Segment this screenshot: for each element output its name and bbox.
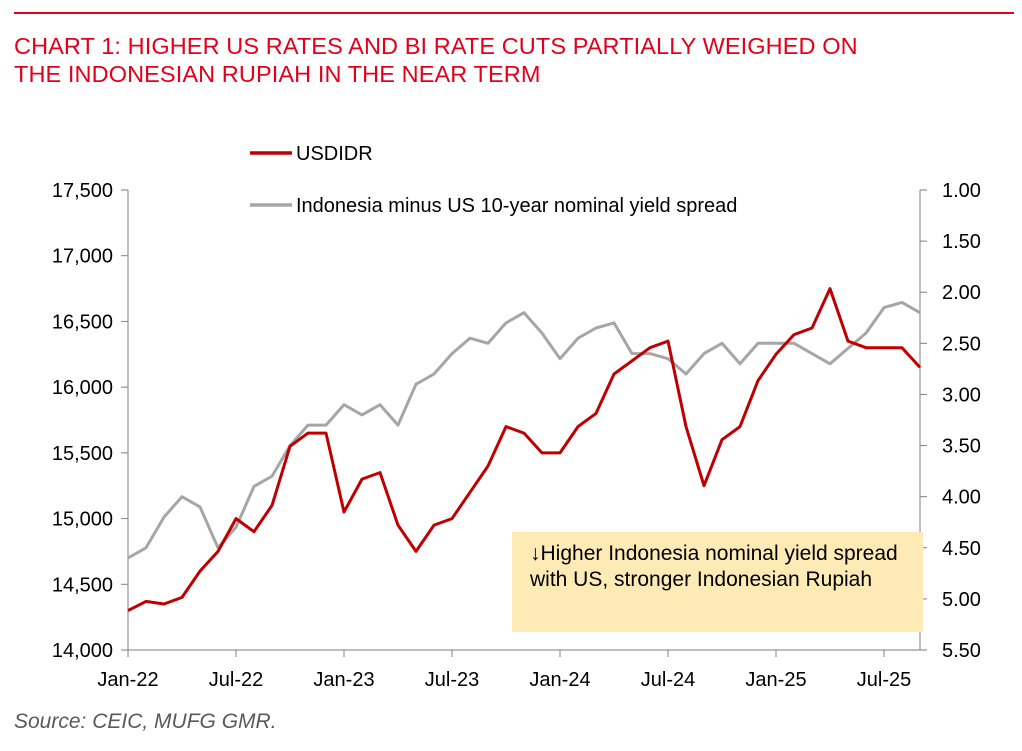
x-tick-label: Jan-22	[97, 669, 158, 691]
y-left-tick-label: 15,000	[52, 509, 113, 531]
source-note: Source: CEIC, MUFG GMR.	[14, 710, 277, 733]
axes: 14,000 14,500 15,000 15,500 16,000 16,500 17,0…	[52, 180, 981, 691]
chart-title-line-1: CHART 1: HIGHER US RATES AND BI RATE CUT…	[14, 33, 858, 59]
x-tick-label: Jul-23	[425, 669, 479, 691]
y-left-tick-label: 17,500	[52, 180, 113, 202]
y-left-tick-label: 14,000	[52, 640, 113, 662]
y-left-tick-label: 16,500	[52, 311, 113, 333]
y-right-tick-label: 3.50	[942, 436, 981, 458]
y-right-tick-label: 3.00	[942, 384, 981, 406]
y-right-tick-label: 4.00	[942, 487, 981, 509]
y-left-tick-label: 17,000	[52, 246, 113, 268]
annotation-box: ↓Higher Indonesia nominal yield spread w…	[512, 532, 923, 632]
top-rule	[14, 12, 1014, 14]
y-right-tick-label: 4.50	[942, 538, 981, 560]
y-left-tick-label: 14,500	[52, 574, 113, 596]
y-right-tick-label: 1.50	[942, 231, 981, 253]
legend-label-usdidr: USDIDR	[296, 143, 373, 165]
x-tick-label: Jan-23	[313, 669, 374, 691]
x-tick-label: Jul-25	[857, 669, 911, 691]
series-line-usdidr	[127, 287, 922, 612]
series-line-yield-spread	[127, 300, 921, 560]
chart-title: CHART 1: HIGHER US RATES AND BI RATE CUT…	[14, 32, 1004, 88]
y-left-tick-label: 16,000	[52, 377, 113, 399]
y-right-tick-label: 2.00	[942, 282, 981, 304]
legend: USDIDR Indonesia minus US 10-year nominal…	[250, 143, 737, 217]
y-right-tick-label: 2.50	[942, 333, 981, 355]
y-right-tick-label: 5.00	[942, 589, 981, 611]
legend-label-yield-spread: Indonesia minus US 10-year nominal yield…	[296, 195, 737, 217]
series-layer	[127, 287, 922, 612]
x-tick-label: Jul-24	[641, 669, 695, 691]
y-right-tick-label: 1.00	[942, 180, 981, 202]
y-left-tick-label: 15,500	[52, 443, 113, 465]
chart-title-line-2: THE INDONESIAN RUPIAH IN THE NEAR TERM	[14, 61, 541, 87]
x-tick-label: Jan-24	[529, 669, 590, 691]
x-tick-label: Jan-25	[745, 669, 806, 691]
x-tick-label: Jul-22	[209, 669, 263, 691]
y-right-tick-label: 5.50	[942, 640, 981, 662]
